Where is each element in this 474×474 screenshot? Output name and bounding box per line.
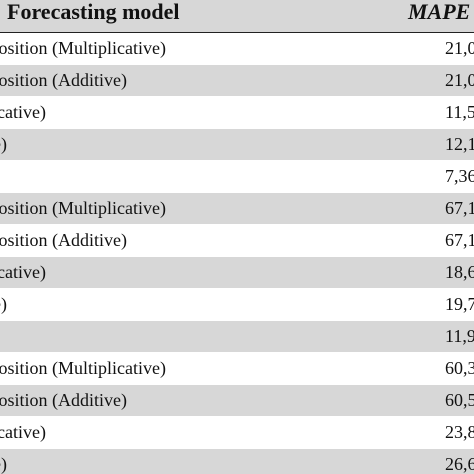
table-row: Classical Decomposition (Additive)60,56 xyxy=(0,384,474,417)
table-row: Winters' (Multiplicative)11,53 xyxy=(0,96,474,129)
model-cell: Classical Decomposition (Multiplicative) xyxy=(0,32,380,65)
table-row: Classical Decomposition (Multiplicative)… xyxy=(0,352,474,385)
model-cell: Winters' (Multiplicative) xyxy=(0,256,380,289)
mape-cell: 21,02 xyxy=(380,64,474,97)
mape-cell: 19,77 xyxy=(380,288,474,321)
table-row: Winters' (Additive)19,77 xyxy=(0,288,474,321)
header-forecasting-model: Forecasting model xyxy=(0,0,380,33)
table-row: 11,94 xyxy=(0,320,474,353)
mape-cell: 26,61 xyxy=(380,448,474,474)
table-row: Winters' (Additive)12,11 xyxy=(0,128,474,161)
header-row: Forecasting model MAPE xyxy=(0,0,474,33)
model-cell: Winters' (Multiplicative) xyxy=(0,96,380,129)
table-row: Winters' (Multiplicative)23,83 xyxy=(0,416,474,449)
table-row: Classical Decomposition (Additive)21,02 xyxy=(0,64,474,97)
model-cell xyxy=(0,160,380,193)
table-row: Winters' (Multiplicative)18,67 xyxy=(0,256,474,289)
model-cell: Classical Decomposition (Additive) xyxy=(0,224,380,257)
model-cell: Classical Decomposition (Additive) xyxy=(0,64,380,97)
mape-cell: 21,02 xyxy=(380,32,474,65)
mape-cell: 18,67 xyxy=(380,256,474,289)
model-cell: Classical Decomposition (Multiplicative) xyxy=(0,192,380,225)
table-row: Classical Decomposition (Additive)67,13 xyxy=(0,224,474,257)
table-row: Classical Decomposition (Multiplicative)… xyxy=(0,192,474,225)
model-cell: Winters' (Additive) xyxy=(0,128,380,161)
model-cell: Winters' (Additive) xyxy=(0,288,380,321)
table-row: Winters' (Additive)26,61 xyxy=(0,448,474,474)
mape-cell: 11,53 xyxy=(380,96,474,129)
model-cell: Winters' (Additive) xyxy=(0,448,380,474)
mape-cell: 11,94 xyxy=(380,320,474,353)
model-cell xyxy=(0,320,380,353)
mape-cell: 60,56 xyxy=(380,384,474,417)
mape-cell: 23,83 xyxy=(380,416,474,449)
model-cell: Winters' (Multiplicative) xyxy=(0,416,380,449)
header-mape: MAPE xyxy=(380,0,474,33)
mape-cell: 7,36 xyxy=(380,160,474,193)
model-cell: Classical Decomposition (Multiplicative) xyxy=(0,352,380,385)
table-row: Classical Decomposition (Multiplicative)… xyxy=(0,32,474,65)
mape-cell: 67,13 xyxy=(380,224,474,257)
mape-cell: 67,19 xyxy=(380,192,474,225)
mape-cell: 60,31 xyxy=(380,352,474,385)
model-cell: Classical Decomposition (Additive) xyxy=(0,384,380,417)
table-row: 7,36 xyxy=(0,160,474,193)
mape-cell: 12,11 xyxy=(380,128,474,161)
